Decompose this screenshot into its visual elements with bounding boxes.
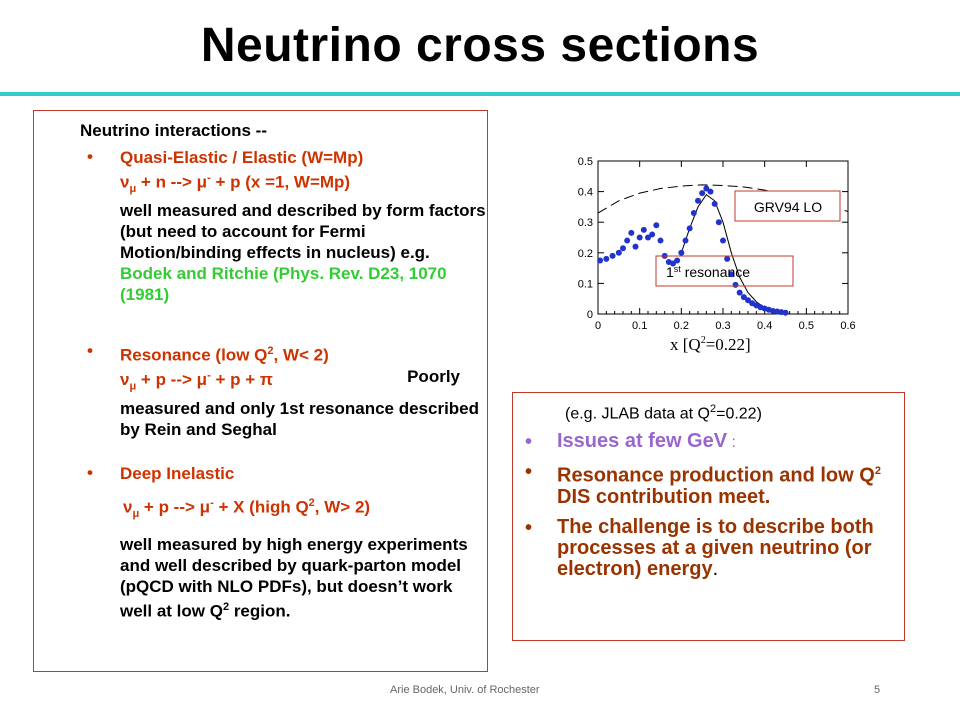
data-point <box>615 249 622 256</box>
right-text-box: (e.g. JLAB data at Q2=0.22) • Issues at … <box>512 392 905 641</box>
bullet-dot: • <box>87 463 93 482</box>
bullet-dot: • <box>525 461 533 483</box>
plot-frame <box>597 160 849 315</box>
data-point <box>732 281 739 288</box>
footer-author: Arie Bodek, Univ. of Rochester <box>390 684 540 696</box>
data-point <box>745 297 751 304</box>
data-point <box>736 289 743 296</box>
data-point <box>699 190 706 197</box>
data-point <box>740 294 747 301</box>
data-point <box>632 243 639 250</box>
y-tick-label: 0.1 <box>578 278 593 290</box>
x-axis-label: x [Q2=0.22] <box>670 335 751 354</box>
y-tick-label: 0.5 <box>578 156 593 168</box>
y-tick-label: 0 <box>587 309 593 321</box>
data-point <box>715 219 722 226</box>
qe-line1: Quasi-Elastic / Elastic (W=Mp) <box>120 148 364 167</box>
x-tick-label: 0 <box>595 320 601 332</box>
data-point <box>640 226 647 233</box>
issues-bullet: Issues at few GeV : <box>557 430 736 452</box>
resonance-label: 1st resonance <box>666 264 750 280</box>
resonance-chart: 0 0.1 0.2 0.3 0.4 0.5 0.6 0 0.1 0.2 0.3 0.4 0.5 GRV9… <box>578 156 856 354</box>
grv-label: GRV94 LO <box>754 199 822 215</box>
bullet-dot: • <box>87 341 93 360</box>
data-point <box>711 200 718 207</box>
title-underline <box>0 92 960 96</box>
grv-label-box <box>734 190 841 222</box>
data-point <box>782 309 789 316</box>
data-point <box>728 271 735 278</box>
left-heading: Neutrino interactions -- <box>80 121 268 140</box>
x-tick-label: 0.5 <box>799 320 814 332</box>
resonance-label-box <box>655 255 794 287</box>
bullet-resonance: Resonance (low Q2, W< 2) νμ + p --> μ- +… <box>120 341 486 440</box>
data-point <box>624 237 631 244</box>
dis-line1: Deep Inelastic <box>120 464 235 483</box>
data-point <box>603 255 610 262</box>
data-point <box>686 225 693 232</box>
bullet-dot: • <box>525 431 533 453</box>
data-point <box>720 237 726 244</box>
y-tick-label: 0.4 <box>578 187 593 199</box>
resonance-production-bullet: Resonance production and low Q2 DIS cont… <box>557 464 881 508</box>
data-point <box>674 257 681 264</box>
data-point <box>690 210 697 217</box>
slide-title: Neutrino cross sections <box>200 19 760 72</box>
x-tick-label: 0.3 <box>715 320 730 332</box>
data-point <box>653 222 660 229</box>
res-line1: Resonance (low Q2, W< 2) <box>120 345 329 365</box>
x-tick-label: 0.1 <box>632 320 647 332</box>
page-number: 5 <box>874 684 881 696</box>
jlab-note: (e.g. JLAB data at Q2=0.22) <box>565 403 762 423</box>
dis-line2: νμ + p --> μ- + X (high Q2, W> 2) <box>123 497 371 521</box>
y-tick-label: 0.3 <box>578 217 593 229</box>
data-point <box>645 234 651 241</box>
data-point <box>695 197 701 204</box>
dis-description: well measured by high energy experiments… <box>120 535 468 621</box>
data-point <box>628 229 635 236</box>
x-tick-label: 0.4 <box>757 320 772 332</box>
data-point <box>636 234 643 241</box>
bullet-dot: • <box>525 517 533 539</box>
data-point <box>649 231 656 238</box>
res-line2: νμ + p --> μ- + p + π Poorly <box>120 366 460 393</box>
data-point <box>678 249 685 256</box>
data-point <box>609 252 616 259</box>
data-point <box>657 237 664 244</box>
bullet-deep-inelastic: Deep Inelastic νμ + p --> μ- + X (high Q… <box>120 463 486 622</box>
data-point <box>670 260 676 267</box>
x-tick-label: 0.6 <box>840 320 855 332</box>
bullet-quasi-elastic: Quasi-Elastic / Elastic (W=Mp) νμ + n --… <box>120 147 486 305</box>
challenge-bullet: The challenge is to describe both proces… <box>557 516 874 580</box>
data-point <box>707 188 714 195</box>
x-tick-label: 0.2 <box>674 320 689 332</box>
data-point <box>682 237 689 244</box>
bullet-dot: • <box>87 147 93 166</box>
data-point <box>620 245 626 252</box>
data-point <box>597 257 604 264</box>
qe-line2: νμ + n --> μ- + p (x =1, W=Mp) <box>120 172 351 196</box>
res-description: measured and only 1st resonance describe… <box>120 398 480 439</box>
left-text-box: Neutrino interactions -- • Quasi-Elastic… <box>33 110 488 672</box>
data-point <box>703 185 710 192</box>
y-tick-label: 0.2 <box>578 248 593 260</box>
data-point <box>724 255 731 262</box>
qe-description: well measured and described by form fact… <box>120 201 486 305</box>
